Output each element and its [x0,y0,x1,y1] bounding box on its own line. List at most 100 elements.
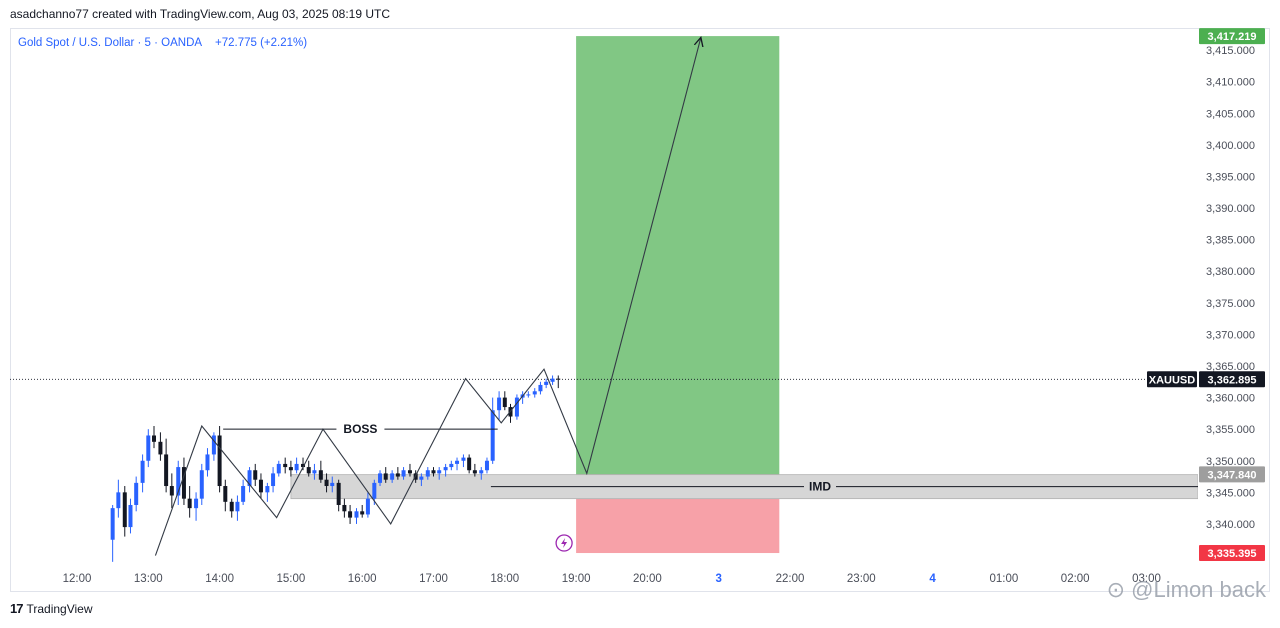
candle-body[interactable] [164,454,169,487]
candle-body[interactable] [116,492,121,509]
candle-body[interactable] [479,470,484,474]
candle-body[interactable] [146,435,151,461]
candle-body[interactable] [194,498,199,509]
candle-body[interactable] [383,473,388,480]
y-tick-label: 3,400.000 [1206,140,1255,152]
x-tick-label: 16:00 [348,573,377,585]
candle-body[interactable] [461,457,466,461]
imd-label: IMD [809,480,831,494]
chart-credit: asadchanno77 created with TradingView.co… [10,7,391,21]
x-tick-label: 20:00 [633,573,662,585]
y-tick-label: 3,370.000 [1206,329,1255,341]
target-price-label: 3,417.219 [1208,31,1257,43]
candle-body[interactable] [348,511,353,518]
candle-body[interactable] [336,482,341,505]
candle-body[interactable] [152,435,157,442]
imd-label-bg [804,478,836,495]
candle-body[interactable] [253,470,258,480]
candle-body[interactable] [497,397,502,411]
candle-body[interactable] [187,498,192,509]
candle-body[interactable] [318,470,323,480]
candle-body[interactable] [538,384,543,392]
candle-body[interactable] [443,467,448,471]
candle-body[interactable] [247,470,252,487]
stop-price-label-bg [1199,545,1265,562]
candle-body[interactable] [324,479,329,487]
candle-body[interactable] [217,435,222,487]
lightning-icon-bolt [561,538,568,549]
candle-body[interactable] [128,504,133,528]
candle-body[interactable] [556,378,561,380]
target-zone[interactable] [576,36,780,475]
candle-body[interactable] [265,486,270,493]
zigzag-projection[interactable] [154,37,700,556]
candle-body[interactable] [472,470,477,474]
candle-body[interactable] [378,473,383,483]
candle-body[interactable] [181,467,186,499]
candle-body[interactable] [169,486,174,496]
candle-body[interactable] [342,504,347,512]
candle-body[interactable] [258,479,263,493]
x-tick-label: 19:00 [562,573,591,585]
boss-label-bg [336,421,385,438]
candle-body[interactable] [134,482,139,505]
candle-body[interactable] [110,508,115,540]
candle-body[interactable] [390,473,395,480]
y-tick-label: 3,345.000 [1206,487,1255,499]
x-tick-label: 14:00 [205,573,234,585]
candle-body[interactable] [401,470,406,477]
candle-body[interactable] [502,397,507,408]
candle-body[interactable] [484,460,489,471]
candle-body[interactable] [490,410,495,461]
candle-body[interactable] [372,482,377,499]
candle-body[interactable] [360,511,365,515]
candle-body[interactable] [395,473,400,477]
candle-body[interactable] [437,470,442,474]
candle-body[interactable] [312,470,317,474]
y-tick-label: 3,360.000 [1206,393,1255,405]
candle-body[interactable] [365,498,370,515]
candle-body[interactable] [550,378,555,382]
candle-body[interactable] [431,470,436,474]
candle-body[interactable] [419,476,424,480]
x-tick-label: 02:00 [1061,573,1090,585]
candle-body[interactable] [283,463,288,468]
y-tick-label: 3,385.000 [1206,235,1255,247]
candle-body[interactable] [223,486,228,502]
tradingview-logo[interactable]: 17 TradingView [10,601,93,616]
candle-body[interactable] [122,492,127,528]
candle-body[interactable] [407,470,412,474]
entry-price-label: 3,347.840 [1208,469,1257,481]
candle-body[interactable] [301,463,306,468]
candle-body[interactable] [235,501,240,512]
candle-body[interactable] [532,391,537,395]
chart-change: +72.775 (+2.21%) [215,37,307,49]
candle-body[interactable] [306,467,311,474]
y-tick-label: 3,380.000 [1206,266,1255,278]
candle-body[interactable] [449,463,454,468]
tradingview-logo-mark: 17 [10,601,24,616]
candle-body[interactable] [229,501,234,512]
candle-body[interactable] [158,441,163,455]
candle-body[interactable] [176,467,181,496]
candle-body[interactable] [467,457,472,471]
candle-body[interactable] [544,381,549,385]
candle-body[interactable] [294,463,299,471]
candle-body[interactable] [514,397,519,417]
candle-body[interactable] [205,454,210,471]
candle-body[interactable] [288,467,293,471]
candle-body[interactable] [199,470,204,499]
x-tick-label: 22:00 [776,573,805,585]
candle-body[interactable] [425,470,430,477]
candle-body[interactable] [330,482,335,487]
candle-body[interactable] [455,460,460,464]
candle-body[interactable] [211,435,216,455]
candle-body[interactable] [526,394,531,396]
tradingview-logo-text: TradingView [26,601,93,616]
candle-body[interactable] [140,460,145,483]
candle-body[interactable] [276,463,281,474]
candle-body[interactable] [354,511,359,518]
candle-body[interactable] [271,473,276,487]
candle-body[interactable] [241,486,246,502]
